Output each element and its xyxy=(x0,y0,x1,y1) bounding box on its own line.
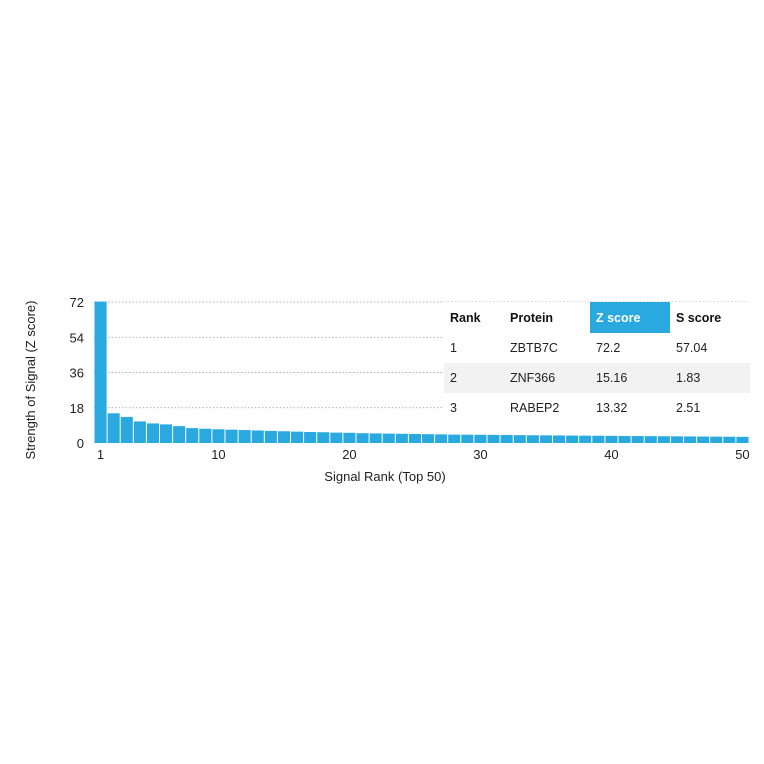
bar-rank-6 xyxy=(160,424,173,443)
y-axis-title: Strength of Signal (Z score) xyxy=(23,301,38,460)
table-row: 1 ZBTB7C 72.2 57.04 xyxy=(444,333,750,363)
bar-rank-12 xyxy=(238,430,251,443)
header-z-score: Z score xyxy=(590,302,670,333)
cell-protein: RABEP2 xyxy=(504,393,590,423)
cell-rank: 2 xyxy=(444,363,504,393)
bar-rank-11 xyxy=(225,429,238,443)
bar-rank-17 xyxy=(304,432,317,443)
x-tick-label: 30 xyxy=(473,447,487,462)
cell-s-score: 57.04 xyxy=(670,333,750,363)
y-tick-labels: 0 18 36 54 72 xyxy=(70,295,84,451)
y-tick-label: 0 xyxy=(77,436,84,451)
signal-table: Rank Protein Z score S score 1 ZBTB7C 72… xyxy=(444,302,750,423)
x-tick-labels: 1 10 20 30 40 50 xyxy=(97,447,750,462)
bar-rank-44 xyxy=(657,436,670,443)
header-rank: Rank xyxy=(444,302,504,333)
bar-rank-5 xyxy=(146,423,159,443)
bar-rank-36 xyxy=(553,435,566,443)
bar-rank-13 xyxy=(251,430,264,443)
bar-rank-30 xyxy=(474,434,487,443)
bar-rank-29 xyxy=(461,434,474,443)
cell-rank: 1 xyxy=(444,333,504,363)
bar-rank-21 xyxy=(356,433,369,443)
bar-rank-50 xyxy=(736,436,749,443)
bar-rank-40 xyxy=(605,435,618,443)
bar-rank-20 xyxy=(343,432,356,443)
bar-rank-16 xyxy=(291,431,304,443)
header-protein: Protein xyxy=(504,302,590,333)
bar-rank-45 xyxy=(670,436,683,443)
bar-rank-32 xyxy=(500,434,513,443)
cell-z-score: 72.2 xyxy=(590,333,670,363)
bar-rank-3 xyxy=(120,416,133,443)
y-tick-label: 36 xyxy=(70,366,84,381)
bar-rank-31 xyxy=(487,434,500,443)
bar-rank-28 xyxy=(448,434,461,443)
table-row: 3 RABEP2 13.32 2.51 xyxy=(444,393,750,423)
bar-rank-46 xyxy=(684,436,697,443)
y-tick-label: 54 xyxy=(70,330,84,345)
bar-rank-10 xyxy=(212,429,225,443)
bar-rank-49 xyxy=(723,436,736,443)
y-tick-label: 18 xyxy=(70,401,84,416)
y-tick-label: 72 xyxy=(70,295,84,310)
bar-rank-23 xyxy=(382,433,395,443)
x-tick-label: 10 xyxy=(211,447,225,462)
cell-s-score: 1.83 xyxy=(670,363,750,393)
bar-rank-15 xyxy=(277,431,290,443)
cell-z-score: 15.16 xyxy=(590,363,670,393)
bar-rank-42 xyxy=(631,436,644,443)
bar-rank-9 xyxy=(199,428,212,443)
bar-rank-2 xyxy=(107,413,120,443)
bars xyxy=(94,301,749,443)
x-axis-title: Signal Rank (Top 50) xyxy=(324,469,445,484)
bar-rank-19 xyxy=(330,432,343,443)
bar-rank-26 xyxy=(422,434,435,443)
bar-rank-33 xyxy=(513,435,526,443)
cell-rank: 3 xyxy=(444,393,504,423)
cell-s-score: 2.51 xyxy=(670,393,750,423)
bar-rank-4 xyxy=(133,421,146,443)
bar-rank-35 xyxy=(539,435,552,443)
table-header-row: Rank Protein Z score S score xyxy=(444,302,750,333)
bar-rank-47 xyxy=(697,436,710,443)
table-row: 2 ZNF366 15.16 1.83 xyxy=(444,363,750,393)
bar-rank-7 xyxy=(173,426,186,443)
bar-rank-38 xyxy=(579,435,592,443)
x-tick-label: 50 xyxy=(735,447,749,462)
bar-rank-48 xyxy=(710,436,723,443)
cell-protein: ZNF366 xyxy=(504,363,590,393)
bar-rank-8 xyxy=(186,428,199,443)
header-s-score: S score xyxy=(670,302,750,333)
bar-rank-34 xyxy=(526,435,539,443)
cell-protein: ZBTB7C xyxy=(504,333,590,363)
bar-rank-43 xyxy=(644,436,657,443)
bar-rank-14 xyxy=(264,430,277,443)
bar-rank-24 xyxy=(395,433,408,443)
bar-rank-25 xyxy=(408,433,421,443)
bar-rank-18 xyxy=(317,432,330,443)
x-tick-label: 40 xyxy=(604,447,618,462)
bar-rank-37 xyxy=(566,435,579,443)
bar-rank-39 xyxy=(592,435,605,443)
cell-z-score: 13.32 xyxy=(590,393,670,423)
bar-rank-1 xyxy=(94,301,107,443)
bar-rank-41 xyxy=(618,435,631,443)
gridlines xyxy=(94,301,749,409)
x-tick-label: 1 xyxy=(97,447,104,462)
x-tick-label: 20 xyxy=(342,447,356,462)
bar-rank-22 xyxy=(369,433,382,443)
bar-rank-27 xyxy=(435,434,448,443)
